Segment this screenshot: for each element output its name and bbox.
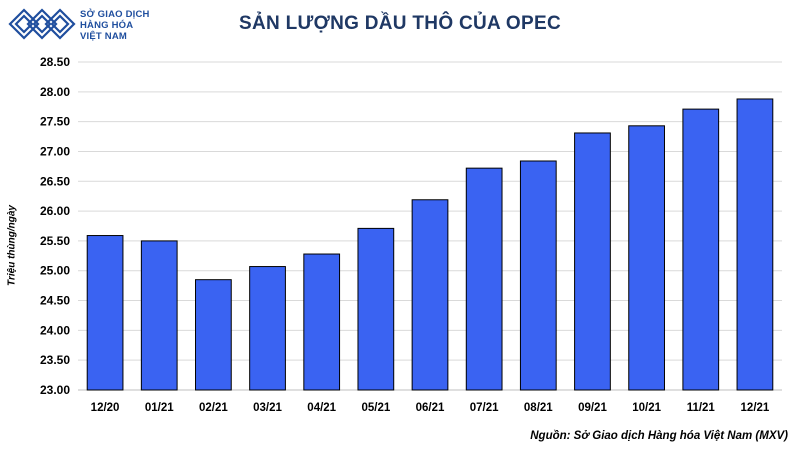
x-tick-label: 12/20	[91, 402, 120, 414]
x-tick-label: 01/21	[145, 402, 174, 414]
y-tick-label: 28.50	[40, 55, 70, 69]
bar	[519, 160, 557, 391]
x-tick-label: 11/21	[687, 402, 716, 414]
bar	[303, 253, 341, 391]
x-tick-label: 05/21	[361, 402, 390, 414]
bar	[195, 279, 232, 391]
bar	[465, 167, 503, 391]
y-tick-label: 28.00	[40, 85, 70, 99]
x-tick-label: 12/21	[741, 402, 770, 414]
logo-text: SỞ GIAO DỊCH HÀNG HÓA VIỆT NAM	[80, 9, 150, 42]
x-tick-label: 02/21	[199, 402, 228, 414]
y-tick-label: 25.50	[40, 234, 70, 248]
y-tick-label: 26.50	[40, 174, 70, 188]
y-tick-label: 26.00	[40, 204, 70, 218]
y-axis-label: Triệu thùng/ngày	[6, 205, 18, 286]
bar	[628, 125, 665, 391]
bar	[682, 108, 720, 391]
x-tick-label: 07/21	[470, 402, 499, 414]
x-tick-label: 03/21	[253, 402, 282, 414]
chart-title: SẢN LƯỢNG DẦU THÔ CỦA OPEC	[239, 13, 561, 34]
bar	[411, 199, 449, 391]
x-tick-label: 06/21	[416, 402, 445, 414]
bar	[140, 240, 178, 391]
source-note: Nguồn: Sở Giao dịch Hàng hóa Việt Nam (M…	[530, 430, 788, 442]
y-tick-label: 24.50	[40, 294, 70, 308]
x-tick-label: 10/21	[632, 402, 661, 414]
x-tick-label: 08/21	[524, 402, 553, 414]
bar	[357, 227, 395, 391]
bar	[574, 132, 611, 391]
bar	[736, 98, 774, 391]
x-tick-label: 09/21	[578, 402, 607, 414]
y-tick-label: 24.00	[40, 323, 70, 337]
y-tick-label: 25.00	[40, 264, 70, 278]
y-tick-label: 27.50	[40, 115, 70, 129]
y-tick-label: 23.00	[40, 383, 70, 397]
logo-mark-icon	[8, 8, 76, 40]
bar	[86, 235, 124, 391]
logo: SỞ GIAO DỊCH HÀNG HÓA VIỆT NAM	[6, 6, 206, 46]
bar	[249, 266, 286, 391]
y-tick-label: 23.50	[40, 353, 70, 367]
logo-line-2: HÀNG HÓA	[80, 20, 134, 31]
y-tick-label: 27.00	[40, 144, 70, 158]
logo-line-1: SỞ GIAO DỊCH	[80, 9, 150, 20]
x-tick-label: 04/21	[307, 402, 336, 414]
logo-line-3: VIỆT NAM	[80, 31, 127, 42]
